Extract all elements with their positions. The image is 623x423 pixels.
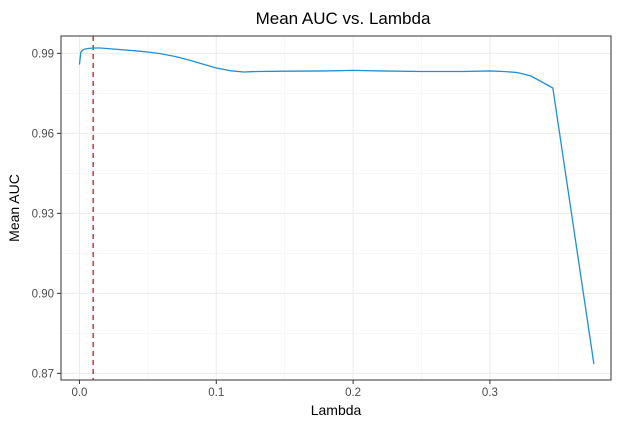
x-tick-label: 0.0 bbox=[71, 387, 87, 399]
grid bbox=[61, 36, 611, 380]
y-tick-label: 0.87 bbox=[32, 368, 54, 380]
x-tick-label: 0.2 bbox=[345, 387, 361, 399]
chart-title: Mean AUC vs. Lambda bbox=[256, 9, 431, 28]
x-axis: 0.0 0.1 0.2 0.3 bbox=[71, 380, 498, 399]
y-tick-label: 0.93 bbox=[32, 208, 54, 220]
y-axis: 0.87 0.90 0.93 0.96 0.99 bbox=[32, 48, 61, 380]
panel-border bbox=[60, 35, 612, 381]
series-layer bbox=[78, 47, 595, 365]
x-axis-title: Lambda bbox=[311, 402, 362, 418]
auc-series-line bbox=[78, 47, 595, 365]
y-tick-label: 0.96 bbox=[32, 128, 54, 140]
y-tick-label: 0.90 bbox=[32, 288, 54, 300]
x-tick-label: 0.3 bbox=[482, 387, 498, 399]
y-tick-label: 0.99 bbox=[32, 48, 54, 60]
x-tick-label: 0.1 bbox=[208, 387, 224, 399]
y-axis-title: Mean AUC bbox=[6, 174, 22, 242]
